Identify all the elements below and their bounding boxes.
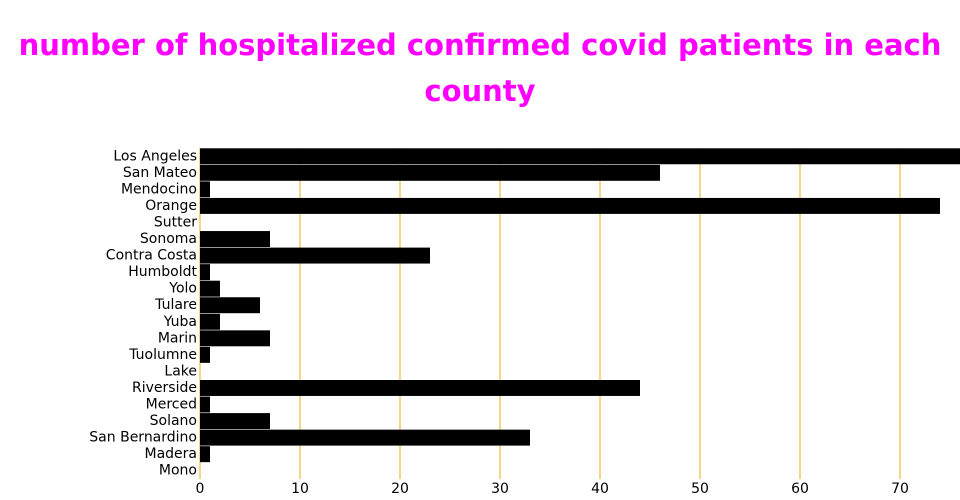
bar <box>200 181 210 198</box>
bar <box>200 264 210 281</box>
y-tick-label: Marin <box>158 330 197 346</box>
y-tick-label: Sutter <box>154 214 197 230</box>
y-tick-label: Merced <box>146 397 197 413</box>
bar <box>200 429 530 446</box>
x-tick-label: 60 <box>791 481 809 497</box>
y-tick-label: Sonoma <box>140 231 197 247</box>
x-tick-label: 10 <box>291 481 309 497</box>
x-tick-label: 50 <box>691 481 709 497</box>
bar <box>200 247 430 264</box>
x-tick-label: 20 <box>391 481 409 497</box>
x-tick-label: 0 <box>196 481 205 497</box>
bar <box>200 380 640 396</box>
x-tick-label: 70 <box>891 481 909 497</box>
bar <box>200 197 940 214</box>
y-tick-label: San Mateo <box>123 165 197 181</box>
y-tick-label: Mendocino <box>121 181 197 197</box>
y-tick-label: Humboldt <box>128 264 197 280</box>
bar <box>200 330 270 347</box>
y-tick-label: Riverside <box>132 380 197 396</box>
y-tick-label: Orange <box>145 198 197 214</box>
y-tick-label: Los Angeles <box>113 148 197 164</box>
bar <box>200 313 220 330</box>
y-tick-label: Yuba <box>163 314 197 330</box>
bar <box>200 413 270 430</box>
bar <box>200 346 210 363</box>
bar <box>200 148 960 165</box>
y-tick-label: San Bernardino <box>89 430 197 446</box>
bar <box>200 280 220 297</box>
bar <box>200 396 210 413</box>
x-tick-label: 40 <box>591 481 609 497</box>
bar <box>200 446 210 463</box>
y-tick-label: Solano <box>150 413 197 429</box>
y-tick-label: Mono <box>159 463 197 479</box>
bar <box>200 231 270 247</box>
bar <box>200 164 660 181</box>
y-tick-label: Contra Costa <box>106 248 197 264</box>
x-tick-label: 30 <box>491 481 509 497</box>
y-tick-label: Tuolumne <box>128 347 197 363</box>
y-tick-label: Yolo <box>168 281 197 297</box>
y-tick-label: Tulare <box>154 297 197 313</box>
bar <box>200 297 260 314</box>
y-tick-label: Madera <box>145 446 198 462</box>
chart-title: number of hospitalized confirmed covid p… <box>18 28 942 108</box>
y-tick-label: Lake <box>164 363 197 379</box>
